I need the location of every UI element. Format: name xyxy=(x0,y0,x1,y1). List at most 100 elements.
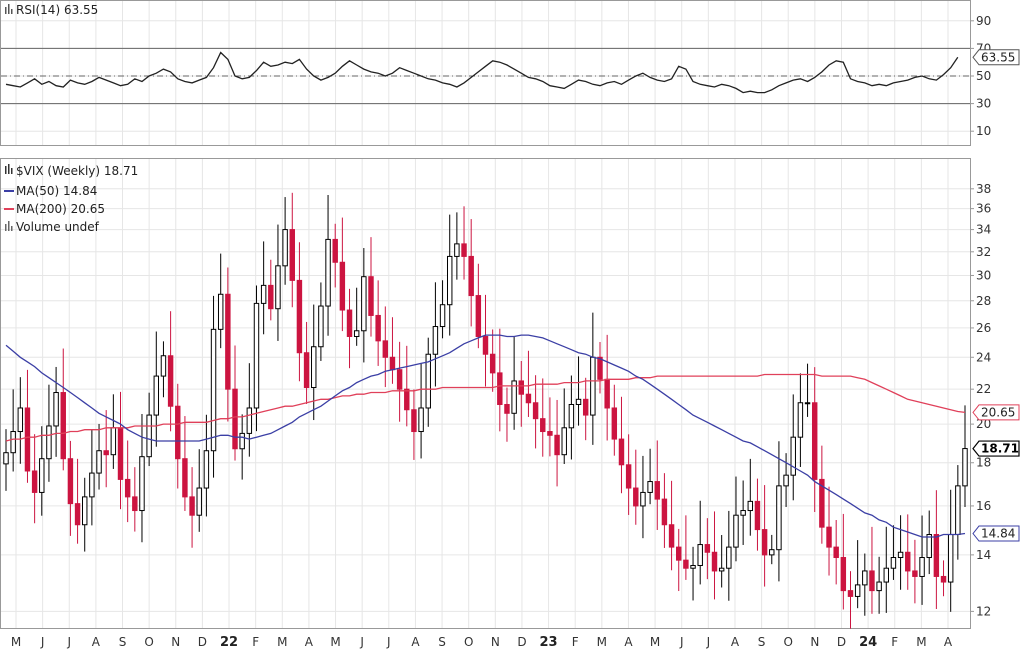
candle-body xyxy=(175,405,181,460)
rsi-line xyxy=(5,51,959,94)
candle-body xyxy=(676,546,682,561)
volume-legend-icon xyxy=(5,221,13,231)
candlestick xyxy=(540,378,546,457)
candle-body xyxy=(146,414,152,458)
candle-body xyxy=(239,432,245,450)
candle-body xyxy=(404,388,410,411)
candle-body xyxy=(561,427,567,456)
candle-body xyxy=(196,487,202,516)
candle-body xyxy=(389,356,396,371)
x-axis-label: O xyxy=(144,635,153,649)
candlestick xyxy=(454,212,460,280)
candle-body xyxy=(905,551,911,572)
candlestick xyxy=(790,394,796,501)
candle-body xyxy=(368,276,374,316)
candlestick xyxy=(833,520,839,585)
candle-body xyxy=(382,340,389,358)
candle-body xyxy=(819,478,825,528)
candle-body xyxy=(504,403,510,414)
candle-body xyxy=(210,328,217,452)
candlestick xyxy=(332,223,338,288)
candle-body xyxy=(475,295,482,337)
candle-body xyxy=(604,378,610,409)
ma200-legend-label: MA(200) 20.65 xyxy=(16,202,105,216)
x-axis-label: A xyxy=(731,635,740,649)
price-tick-label: 20 xyxy=(976,417,991,431)
candle-body xyxy=(704,544,711,553)
x-axis-label: J xyxy=(386,635,391,649)
x-axis-label: 23 xyxy=(540,635,558,650)
candlestick xyxy=(940,560,947,597)
ma50-legend-swatch xyxy=(4,190,14,192)
candle-body xyxy=(654,481,660,500)
candlestick xyxy=(318,282,324,361)
candlestick xyxy=(504,387,510,442)
candlestick xyxy=(597,342,603,394)
candle-body xyxy=(647,481,653,493)
candle-body xyxy=(282,229,288,267)
candle-body xyxy=(468,255,474,297)
candlestick xyxy=(718,535,725,588)
candlestick xyxy=(268,259,274,321)
candlestick xyxy=(175,383,181,489)
candlestick xyxy=(425,337,431,427)
candlestick xyxy=(905,514,911,590)
candle-body xyxy=(862,570,868,586)
x-axis-label: J xyxy=(679,635,684,649)
candle-body xyxy=(733,514,739,548)
candlestick xyxy=(89,429,95,526)
candlestick xyxy=(897,515,904,590)
candlestick xyxy=(840,513,847,610)
price-tick-label: 30 xyxy=(976,268,991,282)
candlestick xyxy=(769,534,775,565)
candlestick xyxy=(368,237,374,337)
x-axis-label: M xyxy=(650,635,660,649)
candle-body xyxy=(24,407,31,472)
candlestick xyxy=(926,510,932,575)
candle-body xyxy=(3,452,9,465)
candlestick xyxy=(661,473,668,548)
candle-body xyxy=(890,557,897,569)
candle-body xyxy=(217,293,224,330)
candlestick xyxy=(146,392,152,467)
candle-body xyxy=(375,314,381,342)
candle-body xyxy=(318,305,324,348)
x-axis-label: S xyxy=(438,635,446,649)
candlestick xyxy=(411,389,417,460)
candle-body xyxy=(804,402,811,405)
rsi-tick-label: 50 xyxy=(976,69,991,83)
candle-body xyxy=(582,398,589,416)
x-axis-label: N xyxy=(491,635,500,649)
price-tick-label: 14 xyxy=(976,548,991,562)
price-tick-label: 16 xyxy=(976,499,991,513)
x-axis-label: A xyxy=(624,635,633,649)
candlestick xyxy=(82,477,88,552)
candlestick xyxy=(260,241,267,335)
candlestick xyxy=(396,341,403,422)
candle-body xyxy=(661,498,668,526)
candle-body xyxy=(325,238,331,307)
candlestick xyxy=(511,336,517,430)
candlestick xyxy=(246,363,253,457)
x-axis-label: O xyxy=(784,635,793,649)
candle-body xyxy=(103,450,109,456)
last-price-label: 18.71 xyxy=(981,442,1019,456)
candle-body xyxy=(540,418,546,433)
candle-body xyxy=(740,510,746,516)
rsi-panel-frame xyxy=(0,0,971,146)
x-axis-label: 22 xyxy=(220,635,238,650)
candle-body xyxy=(568,403,575,429)
candle-body xyxy=(332,238,338,263)
price-axis-ticks: 12 14 16 18 20 22 24 26 28 30 32 34 36 38 xyxy=(970,182,991,618)
x-axis-label: J xyxy=(706,635,711,649)
candlestick xyxy=(668,480,675,571)
x-axis-label: F xyxy=(891,635,898,649)
rsi-legend: RSI(14) 63.55 xyxy=(5,3,98,17)
candle-body xyxy=(225,293,231,390)
candle-body xyxy=(446,255,453,306)
candlestick xyxy=(754,478,761,551)
candle-body xyxy=(361,276,367,332)
candlestick xyxy=(518,360,525,427)
candlestick xyxy=(382,306,389,388)
